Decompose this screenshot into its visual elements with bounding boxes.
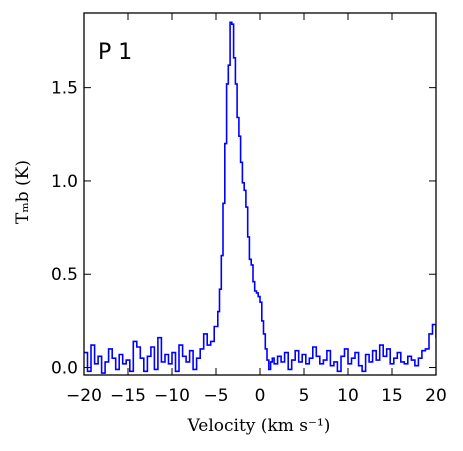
y-tick-label: 0.5 <box>51 265 78 285</box>
x-axis-label: Velocity (km s⁻¹) <box>187 416 331 436</box>
y-tick-label: 0.0 <box>51 359 78 379</box>
x-tick-label: −15 <box>110 386 146 406</box>
plot-area <box>84 21 436 374</box>
panel-label: P 1 <box>98 40 132 65</box>
x-tick-label: 15 <box>381 386 403 406</box>
x-tick-label: 0 <box>255 386 266 406</box>
spectrum-series-line <box>84 21 436 374</box>
x-tick-label: 10 <box>337 386 359 406</box>
y-tick-label: 1.5 <box>51 79 78 99</box>
y-axis-label: Tₘb (K) <box>13 160 33 224</box>
plot-frame <box>83 12 437 376</box>
x-tick-label: 20 <box>425 386 447 406</box>
x-tick-label: 5 <box>299 386 310 406</box>
y-tick-label: 1.0 <box>51 172 78 192</box>
x-tick-label: −10 <box>154 386 190 406</box>
x-tick-label: −20 <box>66 386 102 406</box>
x-tick-label: −5 <box>203 386 228 406</box>
axes: −20 −15 −10 −5 0 5 10 15 20 0.0 0.5 1.0 1.5 <box>51 12 447 406</box>
